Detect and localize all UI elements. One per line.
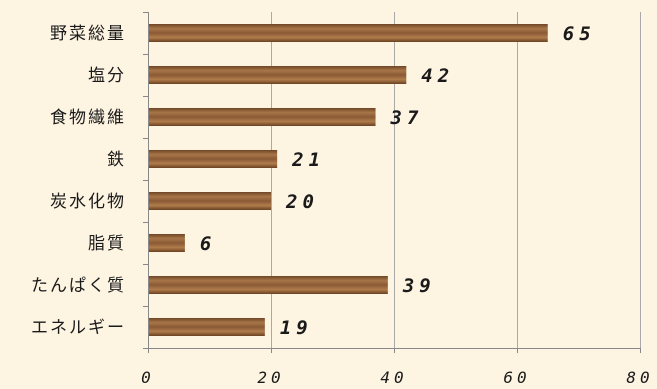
value-label: 42 xyxy=(421,65,454,87)
category-label: 食物繊維 xyxy=(50,108,126,128)
bar xyxy=(149,150,278,168)
category-label: 鉄 xyxy=(107,150,126,170)
x-tick-label: 80 xyxy=(626,368,653,387)
value-label: 65 xyxy=(563,23,596,45)
category-label: 脂質 xyxy=(88,234,126,254)
labels: 0 20 40 60 80 野菜総量 65 塩分 42 食物繊維 37 鉄 21 炭水化物 20 脂質 6 たんぱ… xyxy=(31,23,653,387)
x-tick-label: 0 xyxy=(141,368,155,387)
x-tick-label: 20 xyxy=(257,368,284,387)
category-label: 炭水化物 xyxy=(50,192,126,212)
value-label: 37 xyxy=(390,107,424,129)
value-label: 39 xyxy=(402,275,436,297)
value-label: 19 xyxy=(280,317,313,339)
x-tick-label: 60 xyxy=(503,368,530,387)
bar xyxy=(149,24,548,42)
bar xyxy=(149,108,376,126)
gridlines xyxy=(271,12,641,348)
value-label: 6 xyxy=(200,233,216,255)
bar xyxy=(149,318,265,336)
bars xyxy=(149,24,548,336)
category-label: 野菜総量 xyxy=(50,24,126,44)
bar xyxy=(149,234,185,252)
category-label: エネルギー xyxy=(31,318,126,338)
category-label: たんぱく質 xyxy=(31,276,126,296)
value-label: 20 xyxy=(285,191,319,213)
value-label: 21 xyxy=(291,149,325,171)
x-tick-label: 40 xyxy=(380,368,407,387)
bar xyxy=(149,66,407,84)
bar xyxy=(149,192,271,210)
category-label: 塩分 xyxy=(88,66,126,86)
axes xyxy=(143,12,641,353)
bar xyxy=(149,276,388,294)
